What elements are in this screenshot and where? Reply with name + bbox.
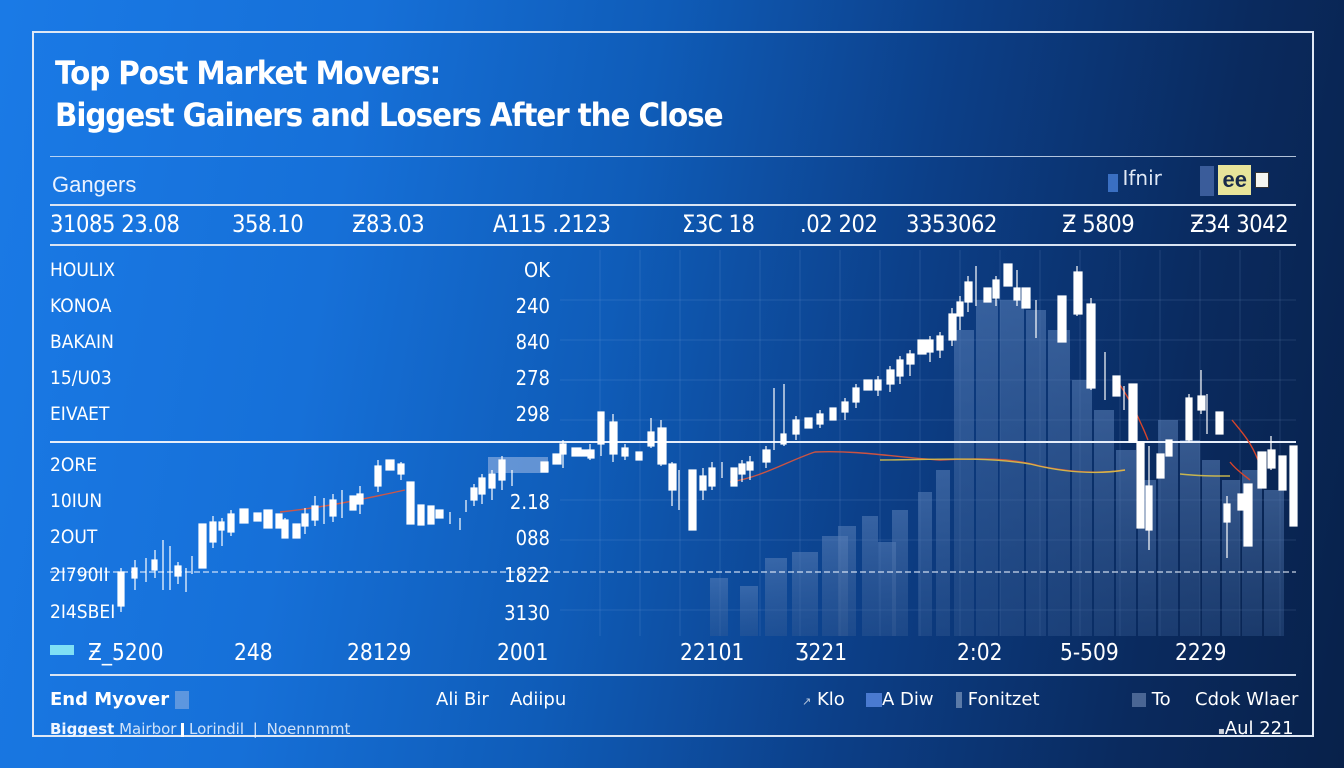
swatch-icon [866, 693, 882, 707]
volume-bars [710, 300, 1284, 636]
x-tick-label: 2001 [497, 640, 549, 666]
x-tick-label: 22101 [680, 640, 745, 666]
top-value: Ƶ83.03 [352, 210, 425, 238]
footer-item-label: To [1151, 689, 1171, 710]
loser-value: 1822 [504, 563, 550, 587]
candles [117, 263, 1298, 612]
footer-date: ▪Aul 221 [1218, 718, 1294, 739]
gainer-ticker[interactable]: EIVAET [50, 403, 110, 425]
x-tick-label: 2229 [1175, 640, 1227, 666]
x-tick-label: 248 [234, 640, 273, 666]
title-line-1: Top Post Market Movers: [55, 54, 441, 92]
top-value: Ƶ34 3042 [1190, 210, 1289, 238]
loser-ticker[interactable]: 2I4SBEI [50, 601, 116, 623]
gainer-ticker[interactable]: BAKAIN [50, 331, 114, 353]
legend-item-2[interactable]: ee [1200, 164, 1270, 200]
series-color-icon [50, 645, 74, 655]
loser-ticker[interactable]: 2I790II [50, 564, 109, 586]
footer-sub-part: Lorindil [189, 720, 244, 738]
gainer-ticker[interactable]: 15/U03 [50, 367, 112, 389]
footer-item-klo[interactable]: ↗ Klo [802, 689, 845, 710]
x-tick-label: Ʒ221 [795, 640, 848, 666]
legend-label: Ifnir [1122, 166, 1162, 190]
footer-item[interactable]: Ali Bir [436, 689, 489, 710]
top-value: A115 .2123 [493, 210, 611, 238]
footer-item-label: A Diw [882, 689, 934, 710]
footer-subtitle: Biggest Mairbor Lorindil | Noennmmt [50, 720, 351, 738]
legend-box-icon [1255, 172, 1270, 188]
gainer-ticker[interactable]: KONOA [50, 295, 112, 317]
legend-swatch-icon [1108, 174, 1118, 192]
legend-swatch-icon [1200, 166, 1214, 196]
swatch-icon [1132, 693, 1146, 707]
footer-right-label: Cdok Wlaer [1195, 689, 1299, 710]
loser-value: 088 [515, 526, 550, 550]
gainer-ticker[interactable]: HOULIX [50, 259, 116, 281]
swatch-icon [956, 692, 962, 708]
footer-sub-part: Mairbor [119, 720, 177, 738]
separator-icon [181, 722, 185, 737]
gainer-value: OK [524, 258, 550, 282]
footer-sub-part: Biggest [50, 720, 115, 738]
footer-item[interactable]: Adiipu [510, 689, 567, 710]
chart-frame [32, 31, 1314, 737]
gainer-value: 840 [515, 330, 550, 354]
top-value: 31085 23.08 [50, 210, 180, 238]
divider [50, 204, 1296, 206]
top-value: Ƶ 5809 [1062, 210, 1135, 238]
loser-value: 2.18 [509, 490, 550, 514]
loser-value: 3130 [504, 601, 550, 625]
section-label: Gangers [52, 172, 137, 197]
highlight-box [488, 457, 548, 473]
footer-sub-part: Noennmmt [266, 720, 351, 738]
title-line-2: Biggest Gainers and Losers After the Clo… [55, 96, 724, 134]
divider [50, 674, 1296, 676]
loser-ticker[interactable]: 10IUN [50, 490, 103, 512]
footer-title-text: End Myover [50, 689, 170, 710]
footer-swatch-icon [175, 691, 190, 709]
footer-date-text: Aul 221 [1224, 718, 1294, 739]
gainer-value: 278 [515, 366, 550, 390]
x-tick-label: 28129 [347, 640, 412, 666]
loser-ticker[interactable]: 2OUT [50, 526, 98, 548]
ma-line-yellow [879, 458, 1231, 477]
divider [50, 156, 1296, 157]
footer-item-adiw[interactable]: A Diw [866, 689, 934, 710]
footer-item-label: Fonitzet [967, 689, 1040, 710]
top-value: .02 202 [800, 210, 878, 238]
top-value: Ʃ3C 18 [682, 210, 755, 238]
gainer-value: 298 [515, 402, 550, 426]
top-value: 358.10 [232, 210, 304, 238]
footer-item-fonitzet[interactable]: Fonitzet [956, 689, 1040, 710]
footer-item-label: Klo [816, 689, 845, 710]
loser-ticker[interactable]: 2ORE [50, 454, 98, 476]
legend-label: ee [1218, 165, 1251, 195]
top-value: 3353062 [906, 210, 997, 238]
gainer-value: 240 [515, 294, 550, 318]
page-title: Top Post Market Movers: Biggest Gainers … [55, 52, 724, 136]
pointer-icon: ↗ [802, 695, 812, 708]
footer-item-to[interactable]: To [1132, 689, 1171, 710]
divider [50, 244, 1296, 246]
x-tick-label: 5-509 [1060, 640, 1119, 666]
top-values-row: 31085 23.08 358.10 Ƶ83.03 A115 .2123 Ʃ3C… [0, 210, 1344, 244]
footer-title: End Myover [50, 689, 190, 710]
legend-item-1[interactable]: Ifnir [1108, 164, 1162, 200]
x-tick-label: 2:02 [957, 640, 1003, 666]
x-tick-label: Ƶ_5200 [88, 640, 164, 666]
